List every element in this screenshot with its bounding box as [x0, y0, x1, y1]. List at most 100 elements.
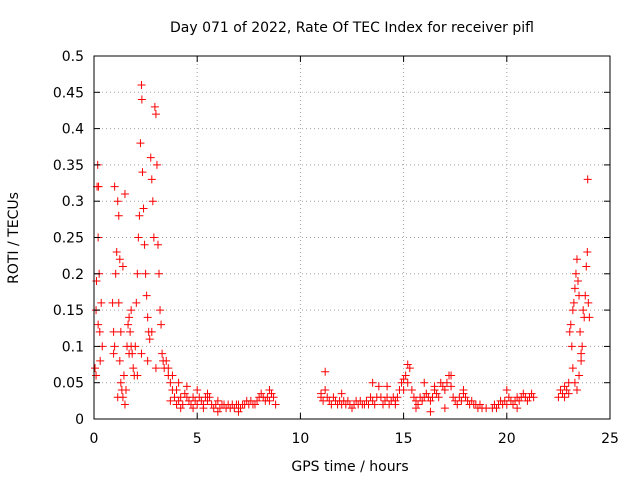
data-point	[115, 255, 124, 264]
data-point	[153, 240, 162, 249]
data-point	[111, 269, 120, 278]
data-point	[447, 371, 456, 380]
data-point	[467, 396, 476, 405]
data-point	[515, 396, 524, 405]
data-point	[570, 378, 579, 387]
data-point	[116, 327, 125, 336]
data-point	[568, 306, 577, 315]
data-point	[401, 371, 410, 380]
y-tick-label: 0.45	[53, 85, 84, 101]
data-point	[442, 378, 451, 387]
y-tick-label: 0.3	[62, 194, 84, 210]
data-point	[407, 385, 416, 394]
data-point	[459, 389, 468, 398]
data-point	[151, 110, 160, 119]
data-point	[440, 404, 449, 413]
data-point	[164, 364, 173, 373]
data-point	[149, 233, 158, 242]
data-point	[114, 298, 123, 307]
data-point	[321, 367, 330, 376]
data-point	[133, 371, 142, 380]
data-point	[119, 371, 128, 380]
data-point	[393, 393, 402, 402]
y-axis-label: ROTI / TECUs	[6, 192, 22, 284]
data-point	[236, 404, 245, 413]
data-point	[166, 396, 175, 405]
x-tick-label: 25	[601, 431, 619, 447]
y-tick-label: 0.25	[53, 231, 84, 247]
data-point	[121, 385, 130, 394]
data-point	[560, 393, 569, 402]
data-point	[414, 400, 423, 409]
data-point	[348, 404, 356, 413]
data-point	[267, 389, 276, 398]
data-point	[199, 404, 208, 413]
data-point	[577, 356, 586, 365]
data-point	[567, 342, 576, 351]
data-point	[565, 327, 574, 336]
data-point	[145, 335, 154, 344]
data-point	[124, 320, 133, 329]
y-tick-label: 0.15	[53, 303, 84, 319]
data-point	[172, 385, 181, 394]
data-point	[368, 378, 377, 387]
data-points	[91, 81, 594, 416]
data-point	[475, 400, 484, 409]
data-point	[113, 393, 122, 402]
data-point	[150, 102, 159, 111]
data-point	[568, 364, 577, 373]
data-point	[156, 306, 165, 315]
data-point	[129, 364, 138, 373]
data-point	[137, 81, 146, 90]
data-point	[97, 298, 106, 307]
data-point	[253, 396, 262, 405]
y-tick-labels: 0 0.05 0.1 0.15 0.2 0.25 0.3 0.35 0.4 0.45 0.5	[53, 49, 84, 428]
data-point	[257, 389, 266, 398]
data-point	[447, 382, 456, 391]
data-point	[92, 371, 101, 380]
data-point	[569, 298, 578, 307]
data-point	[368, 396, 377, 405]
data-point	[131, 342, 140, 351]
data-point	[234, 407, 243, 416]
data-point	[166, 378, 175, 387]
y-tick-label: 0.05	[53, 376, 84, 392]
data-point	[118, 262, 127, 271]
data-point	[94, 182, 103, 191]
data-point	[147, 327, 156, 336]
data-point	[125, 313, 134, 322]
data-point	[391, 400, 400, 409]
data-point	[430, 382, 439, 391]
data-point	[142, 291, 151, 300]
data-point	[148, 197, 157, 206]
data-point	[139, 204, 148, 213]
data-point	[120, 400, 129, 409]
data-point	[399, 375, 408, 384]
data-point	[113, 197, 122, 206]
data-point	[134, 233, 143, 242]
data-point	[174, 396, 183, 405]
data-point	[95, 327, 104, 336]
data-point	[132, 298, 141, 307]
data-point	[137, 95, 146, 104]
data-point	[438, 382, 447, 391]
data-point	[135, 211, 144, 220]
data-point	[383, 382, 392, 391]
data-point	[109, 327, 118, 336]
data-point	[432, 389, 441, 398]
data-point	[157, 320, 166, 329]
data-point	[440, 385, 449, 394]
data-point	[137, 349, 146, 358]
x-tick-label: 0	[90, 431, 99, 447]
data-point	[91, 364, 100, 373]
data-point	[562, 385, 571, 394]
data-point	[582, 262, 591, 271]
data-point	[399, 385, 408, 394]
data-point	[250, 400, 259, 409]
data-point	[271, 400, 280, 409]
data-point	[265, 396, 274, 405]
data-point	[138, 168, 147, 177]
data-point	[585, 313, 594, 322]
data-point	[571, 269, 580, 278]
data-point	[578, 342, 587, 351]
